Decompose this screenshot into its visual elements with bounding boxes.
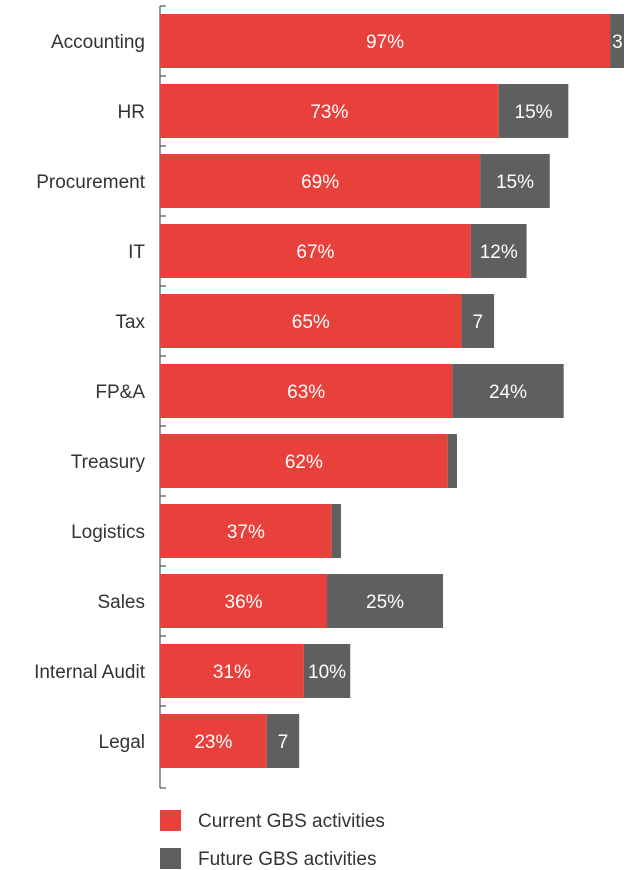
- current-bar-hr-label: 73%: [310, 102, 348, 123]
- current-bar-internal-audit-label: 31%: [213, 662, 251, 683]
- future-bar-tax: [461, 294, 495, 348]
- future-bar-sales: [327, 574, 444, 628]
- legend-label-current-gbs-activities: Current GBS activities: [198, 811, 385, 832]
- current-bar-treasury: [160, 434, 448, 488]
- category-label-tax: Tax: [115, 312, 145, 333]
- current-bar-logistics-label: 37%: [227, 522, 265, 543]
- future-bar-hr: [498, 84, 569, 138]
- legend-swatch-future-gbs-activities: [160, 848, 181, 869]
- future-bar-legal-label: 7: [278, 732, 289, 753]
- future-bar-procurement-label: 15%: [496, 172, 534, 193]
- current-bar-procurement: [160, 154, 481, 208]
- future-bar-fp-a: [452, 364, 564, 418]
- future-bar-tax-label: 7: [473, 312, 484, 333]
- future-bar-it-label: 12%: [480, 242, 518, 263]
- current-bar-sales-label: 36%: [225, 592, 263, 613]
- category-label-procurement: Procurement: [36, 172, 145, 193]
- legend: Current GBS activities Future GBS activit…: [160, 810, 385, 870]
- current-bar-tax-label: 65%: [292, 312, 330, 333]
- future-bar-logistics: [331, 504, 341, 558]
- category-label-sales: Sales: [97, 592, 145, 613]
- future-bar-internal-audit-label: 10%: [308, 662, 346, 683]
- current-bar-tax: [160, 294, 462, 348]
- current-bar-sales: [160, 574, 328, 628]
- current-bar-treasury-label: 62%: [285, 452, 323, 473]
- current-bar-accounting-label: 97%: [366, 32, 404, 53]
- future-bar-it: [470, 224, 527, 278]
- category-labels: Accounting HR Procurement IT Tax FP&A Treasury…: [34, 32, 146, 753]
- category-label-accounting: Accounting: [51, 32, 145, 53]
- legend-swatch-current-gbs-activities: [160, 810, 181, 831]
- future-bar-procurement: [480, 154, 550, 208]
- category-label-legal: Legal: [99, 732, 146, 753]
- legend-label-future-gbs-activities: Future GBS activities: [198, 849, 376, 870]
- current-bar-fp-a-label: 63%: [287, 382, 325, 403]
- category-label-treasury: Treasury: [71, 452, 146, 473]
- current-bar-it-label: 67%: [296, 242, 334, 263]
- current-bar-legal-label: 23%: [194, 732, 232, 753]
- current-bar-legal: [160, 714, 267, 768]
- category-label-internal-audit: Internal Audit: [34, 662, 146, 683]
- current-bar-hr: [160, 84, 499, 138]
- future-bar-fp-a-label: 24%: [489, 382, 527, 403]
- category-label-fp-a: FP&A: [95, 382, 145, 403]
- future-bar-sales-label: 25%: [366, 592, 404, 613]
- current-bar-procurement-label: 69%: [301, 172, 339, 193]
- future-bar-legal: [266, 714, 300, 768]
- current-bar-accounting: [160, 14, 611, 68]
- category-label-logistics: Logistics: [71, 522, 145, 543]
- future-bar-treasury: [447, 434, 457, 488]
- category-label-it: IT: [128, 242, 145, 263]
- future-bar-internal-audit: [303, 644, 351, 698]
- current-bar-logistics: [160, 504, 332, 558]
- future-bar-accounting-label: 3: [612, 32, 623, 53]
- category-label-hr: HR: [118, 102, 145, 123]
- current-bar-it: [160, 224, 471, 278]
- current-bar-internal-audit: [160, 644, 304, 698]
- current-bar-fp-a: [160, 364, 453, 418]
- future-bar-accounting: [610, 14, 624, 68]
- future-bar-hr-label: 15%: [515, 102, 553, 123]
- bars-group: 97% 3 73% 15% 69% 15% 67% 12% 65% 7 63% 24% 62% 37% 36…: [160, 14, 624, 768]
